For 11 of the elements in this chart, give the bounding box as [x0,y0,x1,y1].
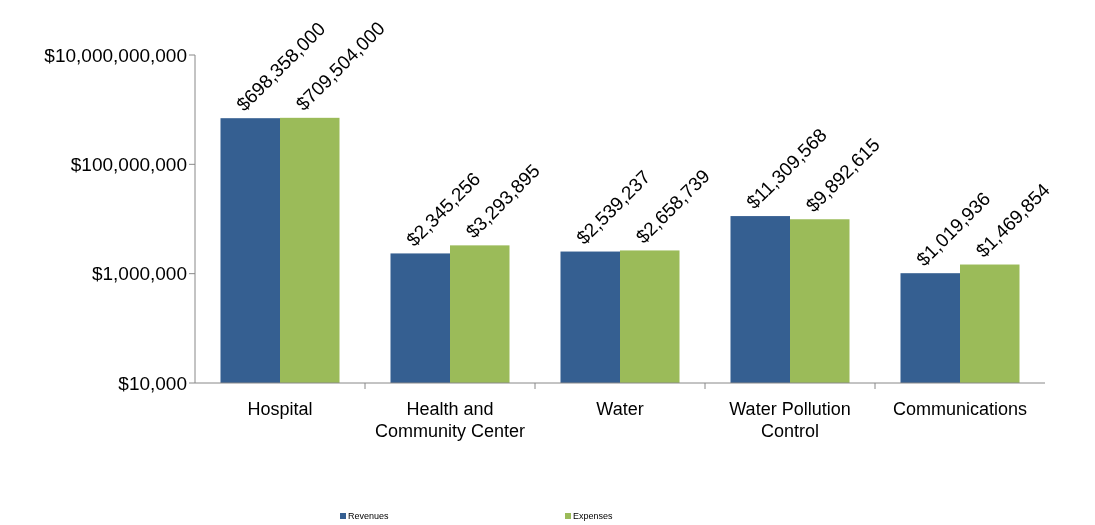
y-tick-label: $100,000,000 [70,153,187,175]
x-tick-label: Communications [892,399,1028,419]
x-tick-label: Water [596,399,644,419]
legend-label: Expenses [573,511,614,521]
x-tick-label: Water Pollution Control [729,399,851,441]
legend-label: Revenues [348,511,390,521]
x-tick-label: Health and Community Center [374,399,526,441]
y-tick-label: $10,000,000,000 [44,44,187,66]
y-tick-label: $10,000 [118,372,187,394]
x-tick-label: Hospital [247,399,313,419]
y-tick-label: $1,000,000 [91,263,187,285]
